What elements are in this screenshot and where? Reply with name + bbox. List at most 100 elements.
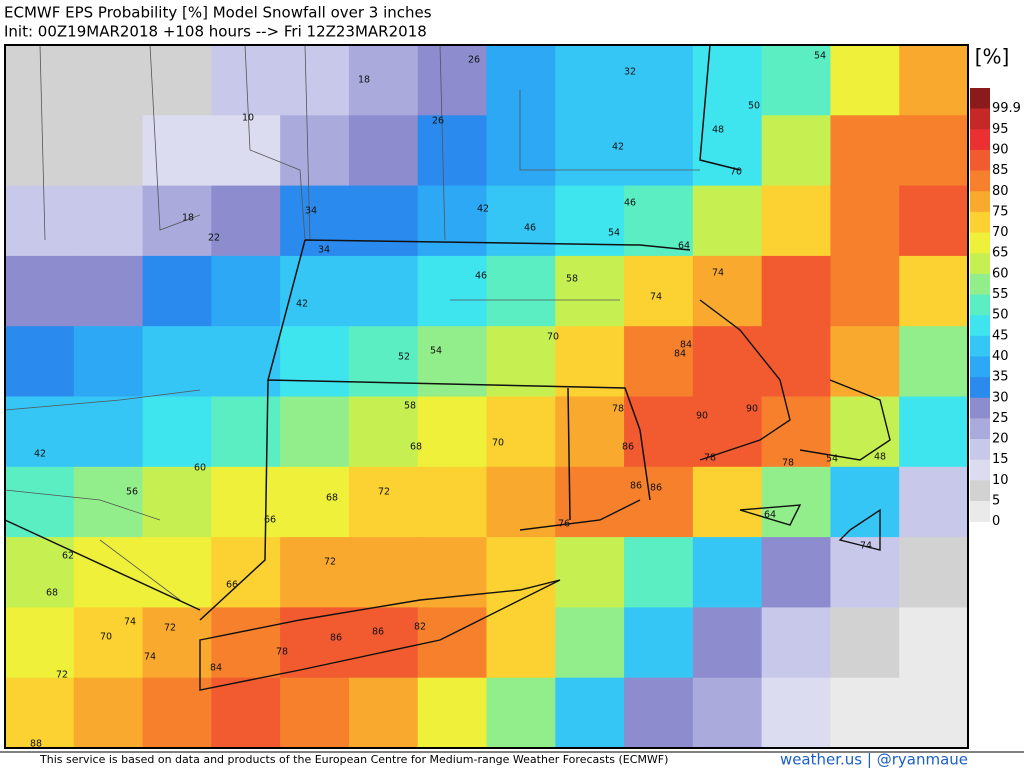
colorbar-label: 40 bbox=[992, 349, 1009, 364]
grid-cell bbox=[761, 677, 831, 749]
title: ECMWF EPS Probability [%] Model Snowfall… bbox=[4, 4, 432, 22]
map-label: 18 bbox=[182, 213, 194, 224]
map-label: 82 bbox=[414, 622, 426, 633]
grid-cell bbox=[5, 185, 75, 257]
grid-cell bbox=[830, 466, 900, 538]
colorbar-label: 50 bbox=[992, 308, 1009, 323]
map-label: 48 bbox=[874, 452, 886, 463]
grid-cell bbox=[142, 115, 212, 187]
colorbar-band bbox=[970, 191, 990, 213]
grid-cell bbox=[692, 255, 763, 327]
colorbar-label: 90 bbox=[992, 142, 1009, 157]
grid-cell bbox=[211, 185, 281, 257]
grid-cell bbox=[348, 255, 419, 327]
map-label: 18 bbox=[358, 75, 370, 86]
grid-cell bbox=[280, 537, 350, 608]
colorbar-label: 65 bbox=[992, 246, 1009, 261]
colorbar-band bbox=[970, 129, 990, 151]
grid-cell bbox=[555, 677, 625, 749]
grid-cell bbox=[280, 326, 350, 397]
grid-cell bbox=[280, 185, 350, 257]
grid-cell bbox=[280, 255, 350, 327]
map-label: 42 bbox=[612, 142, 624, 153]
grid-cell bbox=[417, 396, 487, 468]
grid-cell bbox=[280, 677, 350, 749]
grid-cell bbox=[417, 326, 487, 397]
colorbar-band bbox=[970, 480, 990, 502]
grid-cell bbox=[692, 326, 763, 397]
grid-cell bbox=[417, 255, 487, 327]
map-label: 68 bbox=[326, 493, 338, 504]
map-labels: 54 32 26 18 26 10 50 48 42 70 34 42 46 18 22 46 54 64 34 46… bbox=[30, 51, 886, 750]
grid-cell bbox=[624, 326, 694, 397]
colorbar-label: 55 bbox=[992, 287, 1009, 302]
grid-cell bbox=[142, 396, 212, 468]
colorbar-band bbox=[970, 108, 990, 130]
map-label: 42 bbox=[477, 204, 489, 215]
grid-cell bbox=[5, 45, 75, 116]
map-label: 72 bbox=[324, 557, 336, 568]
probability-grid bbox=[5, 45, 969, 749]
grid-cell bbox=[692, 115, 763, 187]
map-label: 90 bbox=[696, 411, 708, 422]
grid-cell bbox=[830, 677, 900, 749]
grid-cell bbox=[5, 326, 75, 397]
grid-cell bbox=[417, 677, 487, 749]
map-label: 26 bbox=[468, 55, 480, 66]
grid-cell bbox=[761, 185, 831, 257]
map-label: 86 bbox=[650, 483, 662, 494]
grid-cell bbox=[830, 45, 900, 116]
grid-cell bbox=[73, 677, 144, 749]
map-label: 46 bbox=[624, 198, 636, 209]
colorbar-band bbox=[970, 232, 990, 254]
grid-cell bbox=[73, 326, 144, 397]
colorbar-label: 30 bbox=[992, 390, 1009, 405]
colorbar-band bbox=[970, 439, 990, 460]
grid-cell bbox=[899, 255, 969, 327]
map-label: 66 bbox=[226, 580, 238, 591]
map-label: 70 bbox=[492, 438, 504, 449]
grid-cell bbox=[899, 115, 969, 187]
map-label: 46 bbox=[475, 271, 487, 282]
grid-cell bbox=[486, 537, 556, 608]
map-label: 56 bbox=[126, 487, 138, 498]
map-label: 64 bbox=[764, 510, 776, 521]
colorbar-label: 99.9 bbox=[992, 101, 1021, 116]
colorbar-band bbox=[970, 397, 990, 419]
grid-cell bbox=[211, 396, 281, 468]
map-label: 58 bbox=[566, 274, 578, 285]
grid-cell bbox=[830, 255, 900, 327]
map-label: 76 bbox=[558, 519, 570, 530]
grid-cell bbox=[624, 677, 694, 749]
colorbar-label: 0 bbox=[992, 514, 1000, 529]
map-label: 60 bbox=[194, 463, 206, 474]
grid-cell bbox=[73, 537, 144, 608]
map-label: 34 bbox=[305, 206, 317, 217]
grid-cell bbox=[761, 466, 831, 538]
colorbar-label: 25 bbox=[992, 411, 1009, 426]
map-label: 74 bbox=[144, 652, 156, 663]
grid-cell bbox=[761, 115, 831, 187]
map-label: 74 bbox=[650, 292, 662, 303]
map-label: 86 bbox=[622, 442, 634, 453]
grid-cell bbox=[5, 466, 75, 538]
grid-cell bbox=[211, 677, 281, 749]
map-label: 78 bbox=[276, 647, 288, 658]
colorbar-band bbox=[970, 335, 990, 357]
grid-cell bbox=[5, 607, 75, 679]
colorbar-label: 95 bbox=[992, 122, 1009, 137]
grid-cell bbox=[899, 537, 969, 608]
grid-cell bbox=[761, 326, 831, 397]
map-label: 78 bbox=[704, 453, 716, 464]
colorbar-band bbox=[970, 418, 990, 440]
map-label: 74 bbox=[712, 268, 724, 279]
grid-cell bbox=[830, 326, 900, 397]
map-label: 68 bbox=[410, 442, 422, 453]
map-label: 54 bbox=[826, 454, 838, 465]
map-label: 34 bbox=[318, 245, 330, 256]
colorbar-unit: [%] bbox=[975, 45, 1010, 69]
map-label: 74 bbox=[124, 617, 136, 628]
map-label: 74 bbox=[860, 541, 872, 552]
grid-cell bbox=[348, 537, 419, 608]
map-label: 50 bbox=[748, 101, 760, 112]
